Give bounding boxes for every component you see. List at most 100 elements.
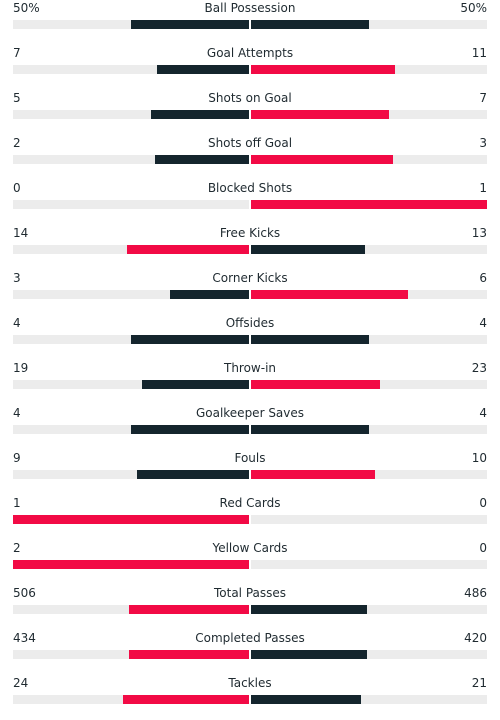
away-bar-track (251, 290, 487, 299)
away-bar-fill (251, 605, 367, 614)
away-bar-fill (251, 20, 369, 29)
away-bar-track (251, 470, 487, 479)
away-bar-track (251, 605, 487, 614)
stat-row-offsides: 4 Offsides 4 (0, 315, 500, 360)
stat-row-yellow-cards: 2 Yellow Cards 0 (0, 540, 500, 585)
home-bar-track (13, 65, 249, 74)
away-value: 11 (471, 46, 487, 60)
away-bar-track (251, 380, 487, 389)
stat-row-tackles: 24 Tackles 21 (0, 675, 500, 720)
home-value: 3 (13, 271, 21, 285)
stat-label: Throw-in (223, 361, 277, 375)
stat-row-goalkeeper-saves: 4 Goalkeeper Saves 4 (0, 405, 500, 450)
home-value: 4 (13, 316, 21, 330)
away-value: 0 (479, 496, 487, 510)
stat-row-corner-kicks: 3 Corner Kicks 6 (0, 270, 500, 315)
stat-label: Ball Possession (204, 1, 296, 15)
away-bar-track (251, 20, 487, 29)
home-bar-fill (13, 560, 249, 569)
away-bar-track (251, 650, 487, 659)
stat-label: Free Kicks (219, 226, 281, 240)
away-bar-track (251, 200, 487, 209)
away-bar-track (251, 515, 487, 524)
home-value: 1 (13, 496, 21, 510)
home-value: 24 (13, 676, 29, 690)
stat-row-shots-on-goal: 5 Shots on Goal 7 (0, 90, 500, 135)
away-value: 3 (479, 136, 487, 150)
home-bar-fill (170, 290, 249, 299)
away-bar-fill (251, 65, 395, 74)
home-bar-track (13, 650, 249, 659)
home-bar-fill (155, 155, 249, 164)
away-value: 486 (464, 586, 487, 600)
home-bar-fill (131, 425, 249, 434)
home-bar-track (13, 605, 249, 614)
home-bar-track (13, 560, 249, 569)
away-bar-fill (251, 335, 369, 344)
away-bar-track (251, 65, 487, 74)
away-value: 50% (460, 1, 487, 15)
home-bar-fill (13, 515, 249, 524)
home-bar-track (13, 290, 249, 299)
home-bar-fill (151, 110, 249, 119)
stat-row-free-kicks: 14 Free Kicks 13 (0, 225, 500, 270)
home-value: 14 (13, 226, 29, 240)
home-bar-fill (137, 470, 249, 479)
home-bar-fill (157, 65, 249, 74)
away-value: 23 (471, 361, 487, 375)
away-value: 6 (479, 271, 487, 285)
home-bar-track (13, 200, 249, 209)
home-value: 9 (13, 451, 21, 465)
away-bar-track (251, 155, 487, 164)
home-value: 2 (13, 136, 21, 150)
home-bar-track (13, 515, 249, 524)
home-bar-track (13, 425, 249, 434)
stat-row-ball-possession: 50% Ball Possession 50% (0, 0, 500, 45)
home-value: 434 (13, 631, 36, 645)
stat-label: Shots off Goal (207, 136, 293, 150)
stat-label: Red Cards (219, 496, 281, 510)
home-bar-fill (131, 335, 249, 344)
away-bar-fill (251, 380, 380, 389)
away-value: 4 (479, 316, 487, 330)
home-bar-fill (129, 605, 249, 614)
stat-label: Blocked Shots (207, 181, 293, 195)
away-bar-fill (251, 110, 389, 119)
home-bar-fill (127, 245, 249, 254)
home-bar-fill (142, 380, 249, 389)
match-statistics: 50% Ball Possession 50% 7 Goal Attempts 11 5 Sh… (0, 0, 500, 704)
away-bar-track (251, 335, 487, 344)
home-bar-track (13, 155, 249, 164)
away-value: 21 (471, 676, 487, 690)
away-value: 1 (479, 181, 487, 195)
stat-row-shots-off-goal: 2 Shots off Goal 3 (0, 135, 500, 180)
away-value: 0 (479, 541, 487, 555)
stat-row-completed-passes: 434 Completed Passes 420 (0, 630, 500, 675)
stat-label: Corner Kicks (212, 271, 288, 285)
away-value: 4 (479, 406, 487, 420)
stat-row-blocked-shots: 0 Blocked Shots 1 (0, 180, 500, 225)
stat-label: Offsides (225, 316, 275, 330)
home-value: 4 (13, 406, 21, 420)
away-value: 420 (464, 631, 487, 645)
stat-row-goal-attempts: 7 Goal Attempts 11 (0, 45, 500, 90)
stat-label: Total Passes (213, 586, 287, 600)
home-bar-track (13, 380, 249, 389)
stat-label: Goal Attempts (206, 46, 294, 60)
home-value: 506 (13, 586, 36, 600)
home-bar-track (13, 20, 249, 29)
stat-row-total-passes: 506 Total Passes 486 (0, 585, 500, 630)
away-value: 10 (471, 451, 487, 465)
home-value: 7 (13, 46, 21, 60)
stat-label: Completed Passes (195, 631, 305, 645)
away-bar-track (251, 560, 487, 569)
home-bar-track (13, 335, 249, 344)
stat-label: Yellow Cards (212, 541, 288, 555)
stat-label: Tackles (228, 676, 272, 690)
away-bar-track (251, 245, 487, 254)
stat-label: Fouls (234, 451, 266, 465)
away-bar-track (251, 425, 487, 434)
home-bar-track (13, 470, 249, 479)
stat-label: Shots on Goal (208, 91, 292, 105)
away-value: 7 (479, 91, 487, 105)
